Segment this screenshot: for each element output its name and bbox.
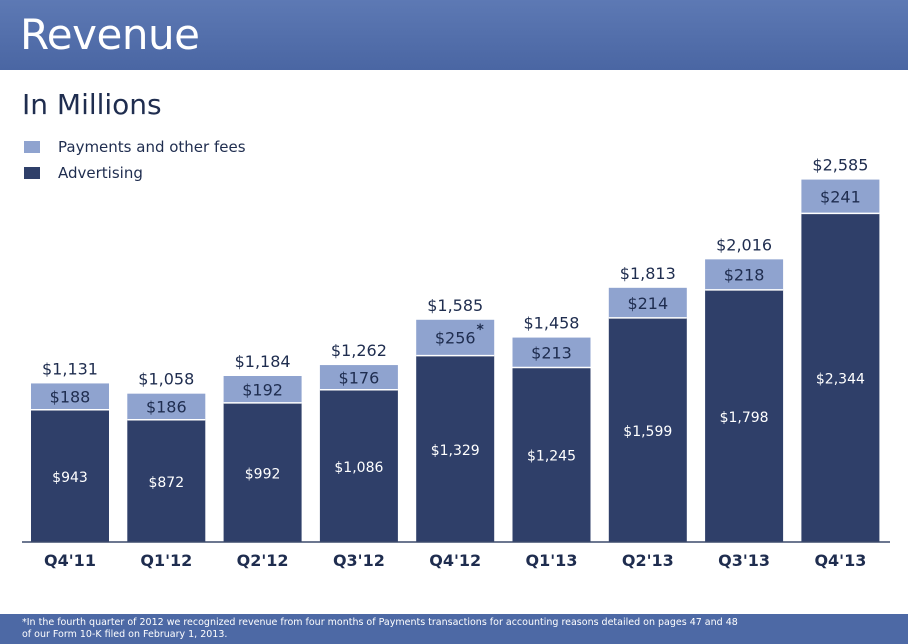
- label-advertising-4: $1,329: [431, 443, 480, 459]
- bar-advertising-6: [608, 317, 687, 542]
- legend-label-payments: Payments and other fees: [58, 138, 246, 156]
- bar-payments-6: [608, 287, 687, 318]
- bar-advertising-4: [416, 355, 495, 542]
- tick-label-4: Q4'12: [429, 551, 481, 570]
- bar-advertising-2: [223, 402, 302, 542]
- tick-label-7: Q3'13: [718, 551, 770, 570]
- footer-bar: *In the fourth quarter of 2012 we recogn…: [0, 614, 908, 644]
- tick-label-3: Q3'12: [333, 551, 385, 570]
- label-payments-2: $192: [242, 380, 283, 399]
- legend-label-advertising: Advertising: [58, 164, 143, 182]
- bar-payments-2: [223, 376, 302, 403]
- bar-advertising-7: [705, 289, 784, 542]
- label-total-2: $1,184: [235, 352, 291, 371]
- tick-label-6: Q2'13: [622, 551, 674, 570]
- tick-label-2: Q2'12: [237, 551, 289, 570]
- legend-item-payments: Payments and other fees: [24, 134, 246, 160]
- revenue-bar-chart: $943 $188 $1,131 Q4'11 $872 $186 $1,058 Q1'12 $9…: [22, 156, 890, 570]
- tick-label-1: Q1'12: [140, 551, 192, 570]
- bar-payments-8: [801, 179, 880, 214]
- label-payments-3: $176: [339, 368, 380, 387]
- bar-payments-7: [705, 259, 784, 290]
- label-payments-8: $241: [820, 187, 861, 206]
- bar-advertising-5: [512, 367, 591, 542]
- chart-legend: Payments and other fees Advertising: [24, 134, 246, 186]
- label-advertising-1: $872: [148, 475, 184, 491]
- bar-payments-1: [127, 393, 206, 420]
- label-payments-6: $214: [627, 294, 668, 313]
- label-advertising-3: $1,086: [334, 460, 383, 476]
- label-payments-7: $218: [724, 266, 765, 285]
- label-advertising-5: $1,245: [527, 449, 576, 465]
- label-advertising-8: $2,344: [816, 372, 865, 388]
- bar-payments-0: [31, 383, 109, 410]
- label-advertising-0: $943: [52, 470, 88, 486]
- label-payments-0: $188: [50, 388, 91, 407]
- tick-label-8: Q4'13: [814, 551, 866, 570]
- label-payments-1: $186: [146, 398, 187, 417]
- label-total-1: $1,058: [138, 370, 194, 389]
- footnote: *In the fourth quarter of 2012 we recogn…: [22, 617, 738, 640]
- bar-payments-4: [416, 319, 495, 356]
- legend-swatch-advertising: [24, 167, 40, 179]
- label-total-4: $1,585: [427, 296, 483, 315]
- bar-advertising-3: [319, 389, 398, 542]
- label-total-6: $1,813: [620, 264, 676, 283]
- label-total-0: $1,131: [42, 359, 98, 378]
- bar-advertising-0: [31, 409, 109, 542]
- tick-label-5: Q1'13: [526, 551, 578, 570]
- bar-advertising-8: [801, 213, 880, 542]
- bar-payments-5: [512, 337, 591, 368]
- header-banner: Revenue: [0, 0, 908, 70]
- chart-subtitle: In Millions: [22, 88, 162, 121]
- legend-item-advertising: Advertising: [24, 160, 246, 186]
- label-total-8: $2,585: [812, 156, 868, 175]
- label-total-3: $1,262: [331, 341, 387, 360]
- label-advertising-2: $992: [245, 466, 281, 482]
- bar-advertising-1: [127, 419, 206, 542]
- label-total-7: $2,016: [716, 235, 772, 254]
- label-total-5: $1,458: [524, 314, 580, 333]
- label-advertising-7: $1,798: [720, 410, 769, 426]
- bar-payments-3: [319, 365, 398, 390]
- label-advertising-6: $1,599: [623, 424, 672, 440]
- tick-label-0: Q4'11: [44, 551, 96, 570]
- annotation-asterisk: *: [477, 322, 485, 338]
- page-title: Revenue: [20, 10, 200, 59]
- label-payments-4: $256: [435, 329, 476, 348]
- label-payments-5: $213: [531, 344, 572, 363]
- legend-swatch-payments: [24, 141, 40, 153]
